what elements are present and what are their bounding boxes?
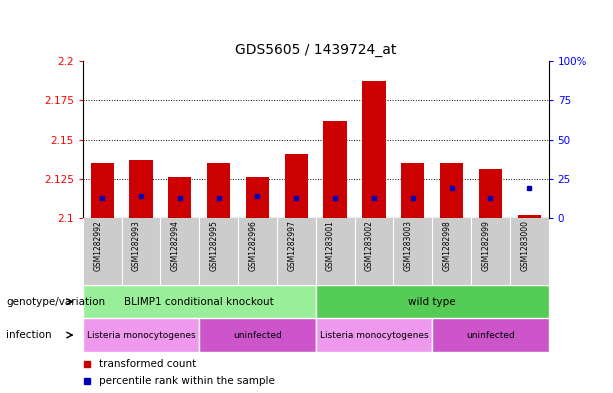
- Text: Listeria monocytogenes: Listeria monocytogenes: [319, 331, 428, 340]
- Bar: [362, 81, 386, 218]
- Bar: [246, 177, 269, 218]
- Text: percentile rank within the sample: percentile rank within the sample: [99, 376, 275, 386]
- Bar: [83, 285, 316, 318]
- Text: transformed count: transformed count: [99, 358, 196, 369]
- Bar: [129, 160, 153, 218]
- Text: GSM1282999: GSM1282999: [481, 220, 490, 271]
- Bar: [432, 318, 549, 352]
- Text: GSM1283002: GSM1283002: [365, 220, 374, 271]
- Text: GSM1283000: GSM1283000: [520, 220, 529, 271]
- Text: genotype/variation: genotype/variation: [6, 297, 105, 307]
- Title: GDS5605 / 1439724_at: GDS5605 / 1439724_at: [235, 43, 397, 57]
- Text: GSM1282996: GSM1282996: [248, 220, 257, 271]
- Text: GSM1282997: GSM1282997: [287, 220, 296, 271]
- Text: uninfected: uninfected: [233, 331, 282, 340]
- Text: Listeria monocytogenes: Listeria monocytogenes: [86, 331, 196, 340]
- Text: uninfected: uninfected: [466, 331, 515, 340]
- Text: GSM1283003: GSM1283003: [404, 220, 413, 271]
- Text: GSM1282998: GSM1282998: [443, 220, 452, 271]
- Text: GSM1282992: GSM1282992: [93, 220, 102, 271]
- Text: wild type: wild type: [408, 297, 456, 307]
- Bar: [207, 163, 230, 218]
- Text: GSM1282994: GSM1282994: [171, 220, 180, 271]
- Bar: [401, 163, 424, 218]
- Bar: [83, 318, 199, 352]
- Bar: [517, 215, 541, 218]
- Text: GSM1282995: GSM1282995: [210, 220, 219, 271]
- Text: BLIMP1 conditional knockout: BLIMP1 conditional knockout: [124, 297, 274, 307]
- Bar: [316, 318, 432, 352]
- Bar: [199, 318, 316, 352]
- Text: GSM1282993: GSM1282993: [132, 220, 141, 271]
- Bar: [440, 163, 463, 218]
- Bar: [168, 177, 191, 218]
- Bar: [284, 154, 308, 218]
- Bar: [479, 169, 502, 218]
- Bar: [316, 285, 549, 318]
- Bar: [91, 163, 114, 218]
- Text: GSM1283001: GSM1283001: [326, 220, 335, 271]
- Text: infection: infection: [6, 330, 51, 340]
- Bar: [324, 121, 347, 218]
